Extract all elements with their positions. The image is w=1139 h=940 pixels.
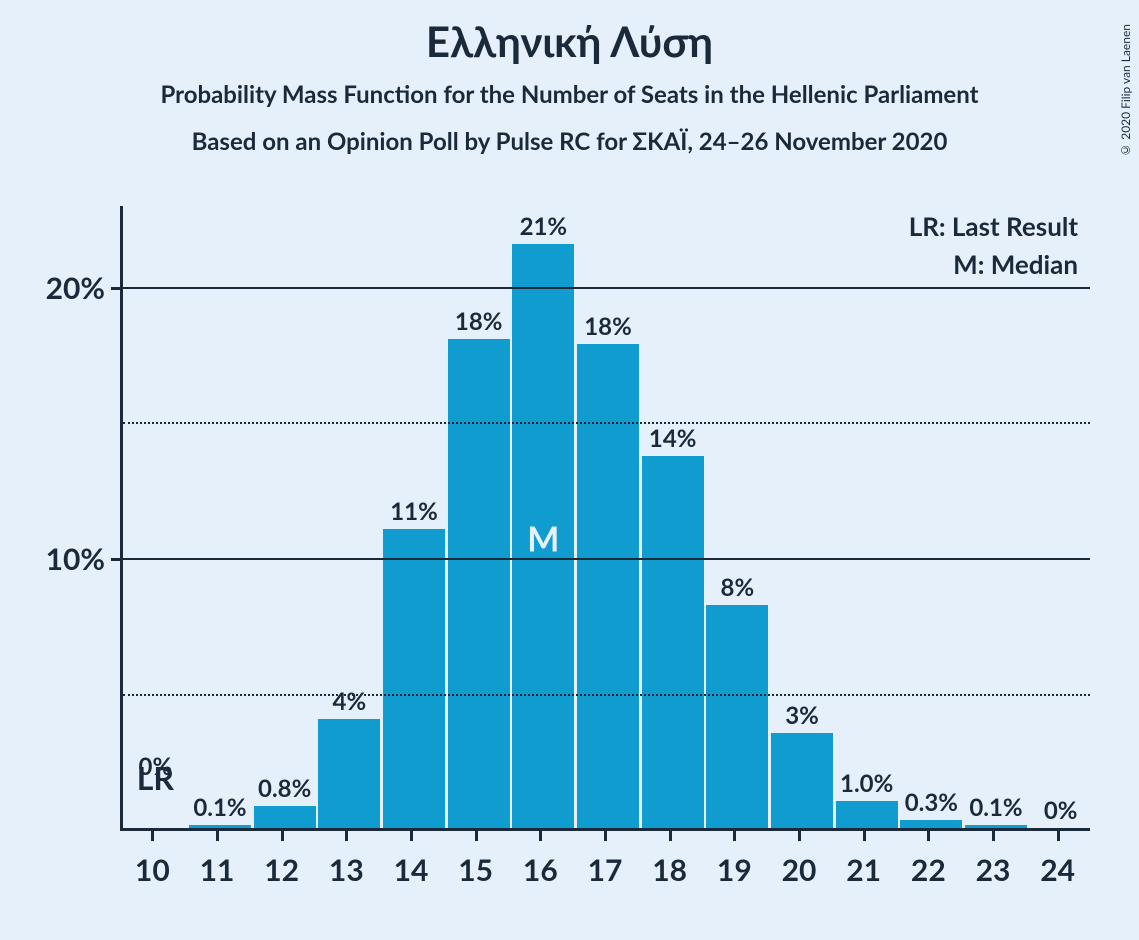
x-axis-label: 10 xyxy=(135,852,170,888)
bar xyxy=(836,801,898,828)
x-axis-label: 18 xyxy=(652,852,687,888)
x-tick xyxy=(863,831,866,841)
y-axis-label: 10% xyxy=(0,541,105,577)
bar-value-label: 8% xyxy=(721,573,755,602)
x-tick xyxy=(345,831,348,841)
x-tick xyxy=(604,831,607,841)
bar xyxy=(965,825,1027,828)
bar-value-label: 0.1% xyxy=(193,793,246,822)
x-axis-label: 13 xyxy=(329,852,364,888)
x-axis-label: 17 xyxy=(588,852,623,888)
bar-value-label: 14% xyxy=(649,424,697,453)
y-axis-label: 20% xyxy=(0,270,105,306)
median-marker: M xyxy=(527,518,559,559)
last-result-marker: LR xyxy=(137,758,174,797)
bars-container: 0% LR 0.1% 0.8% 4% 11% 18% 21% M 18% 14% 8% 3% 1.0% 0.… xyxy=(123,206,1090,828)
x-tick xyxy=(281,831,284,841)
x-axis-label: 14 xyxy=(394,852,429,888)
x-tick xyxy=(1057,831,1060,841)
x-axis-label: 15 xyxy=(458,852,493,888)
bar-value-label: 0.8% xyxy=(258,774,311,803)
bar-value-label: 21% xyxy=(520,212,568,241)
gridline-major xyxy=(123,287,1090,289)
bar-value-label: 0.1% xyxy=(969,793,1022,822)
bar-value-label: 18% xyxy=(455,307,503,336)
x-axis-labels: 10 11 12 13 14 15 16 17 18 19 20 21 22 23 24 xyxy=(120,846,1090,896)
x-axis-label: 21 xyxy=(846,852,881,888)
gridline-minor xyxy=(123,694,1090,696)
y-tick xyxy=(111,558,123,561)
bar-value-label: 0.3% xyxy=(905,788,958,817)
x-tick xyxy=(927,831,930,841)
chart-subtitle-1: Probability Mass Function for the Number… xyxy=(0,80,1139,109)
x-axis-label: 24 xyxy=(1040,852,1075,888)
bar xyxy=(318,719,380,828)
x-tick xyxy=(410,831,413,841)
gridline-minor xyxy=(123,422,1090,424)
bar xyxy=(900,820,962,828)
plot-area: LR: Last Result M: Median 0%LR0.1%0.8%4%… xyxy=(120,206,1090,831)
bar xyxy=(383,529,445,828)
gridline-major xyxy=(123,558,1090,560)
x-axis-label: 11 xyxy=(200,852,235,888)
bar-value-label: 0% xyxy=(1044,796,1078,825)
bar xyxy=(771,733,833,828)
bar xyxy=(642,456,704,828)
chart-subtitle-2: Based on an Opinion Poll by Pulse RC for… xyxy=(0,127,1139,156)
x-tick xyxy=(216,831,219,841)
chart-title: Ελληνική Λύση xyxy=(0,16,1139,66)
bar-value-label: 1.0% xyxy=(840,769,893,798)
x-axis-label: 20 xyxy=(782,852,817,888)
x-axis-label: 22 xyxy=(911,852,946,888)
x-tick xyxy=(151,831,154,841)
x-tick xyxy=(798,831,801,841)
x-tick xyxy=(475,831,478,841)
x-axis-label: 23 xyxy=(976,852,1011,888)
y-tick xyxy=(111,287,123,290)
x-axis-label: 16 xyxy=(523,852,558,888)
x-tick xyxy=(539,831,542,841)
bar xyxy=(448,339,510,828)
x-tick xyxy=(992,831,995,841)
bar xyxy=(706,605,768,828)
bar-value-label: 18% xyxy=(584,312,632,341)
bar-value-label: 3% xyxy=(785,701,819,730)
copyright-text: © 2020 Filip van Laenen xyxy=(1118,24,1133,158)
x-axis-label: 19 xyxy=(717,852,752,888)
x-tick xyxy=(669,831,672,841)
bar xyxy=(189,825,251,828)
x-tick xyxy=(733,831,736,841)
chart-area: LR: Last Result M: Median 0%LR0.1%0.8%4%… xyxy=(40,206,1110,906)
bar xyxy=(577,344,639,828)
x-axis-label: 12 xyxy=(264,852,299,888)
bar xyxy=(254,806,316,828)
bar-value-label: 11% xyxy=(390,497,438,526)
bar-value-label: 4% xyxy=(333,687,367,716)
